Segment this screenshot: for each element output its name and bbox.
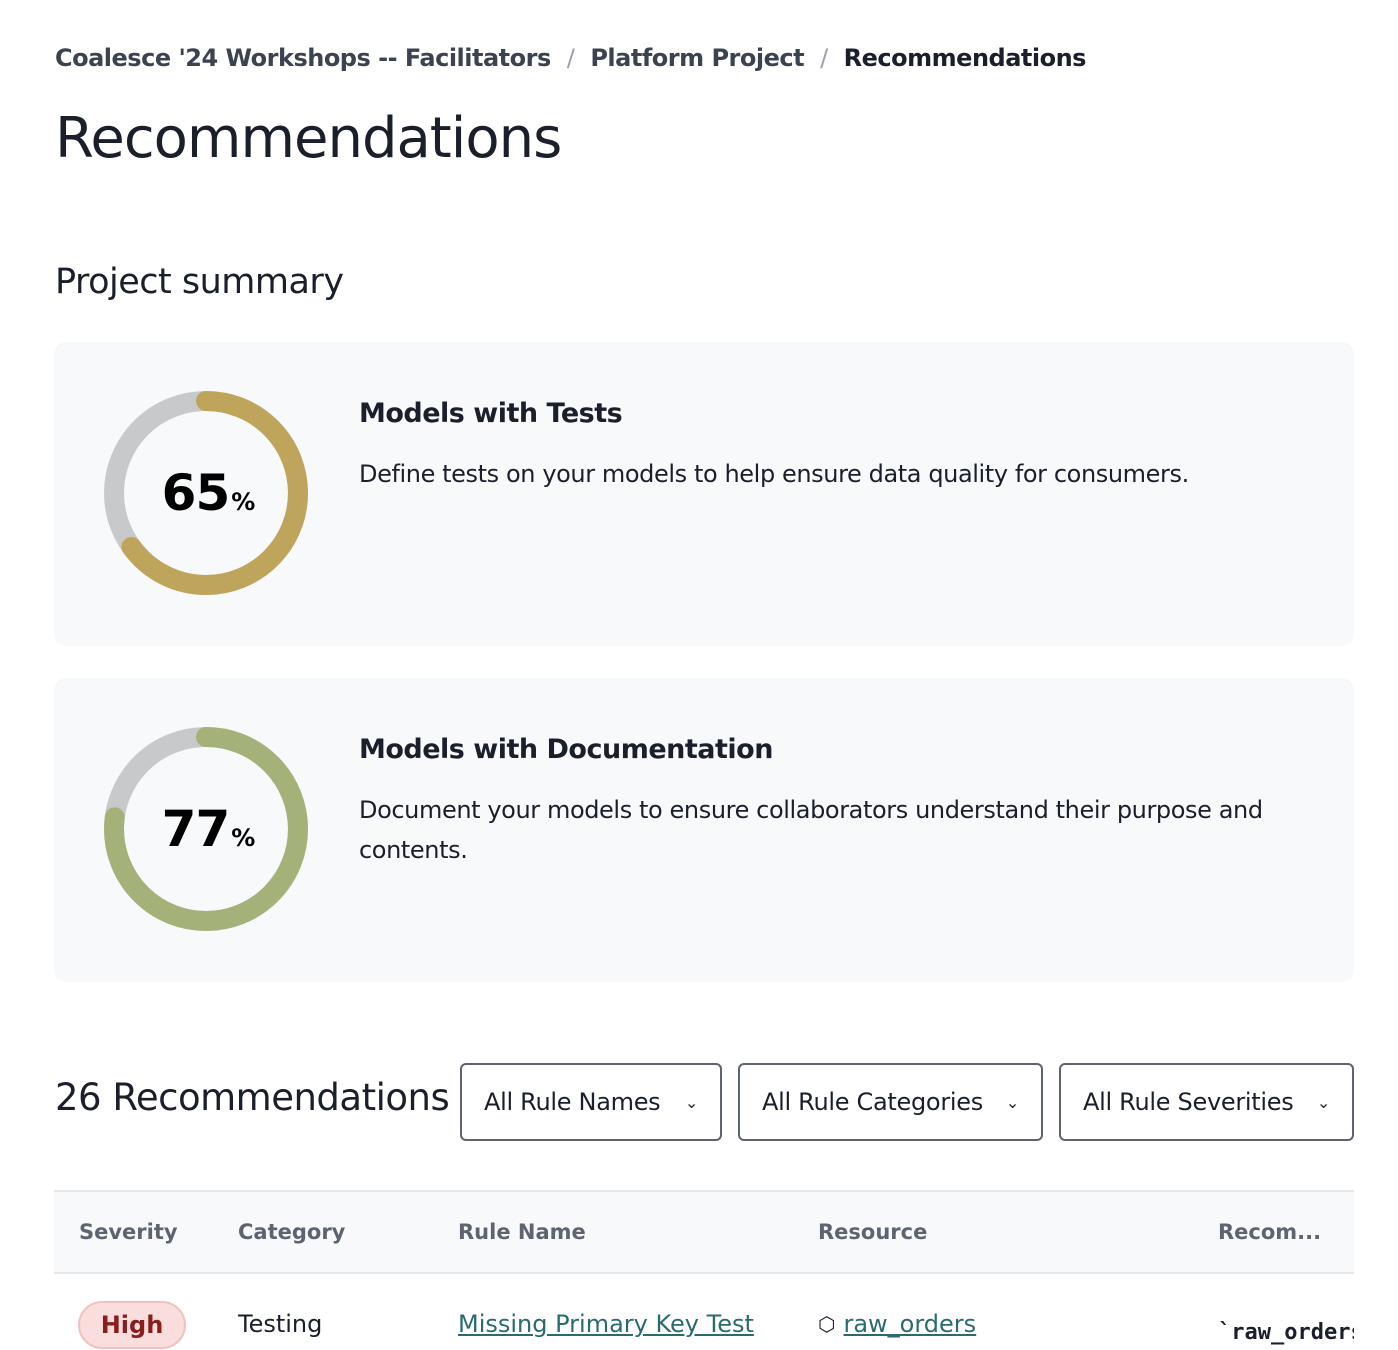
rule-severities-filter[interactable]: All Rule Severities ⌄ (1059, 1063, 1354, 1141)
breadcrumb-separator: / (566, 44, 575, 72)
ring-progress (104, 727, 308, 931)
card-title: Models with Tests (359, 398, 623, 429)
recommendations-count: 26 Recommendations (55, 1076, 450, 1119)
severity-badge: High (78, 1301, 186, 1349)
progress-ring (104, 391, 308, 595)
column-severity[interactable]: Severity (79, 1220, 178, 1244)
resource-cell: ⬡ raw_orders (818, 1310, 976, 1338)
summary-card-tests: 65% Models with Tests Define tests on yo… (54, 342, 1354, 646)
page-title: Recommendations (55, 106, 562, 171)
ring-progress (104, 391, 308, 595)
column-resource[interactable]: Resource (818, 1220, 928, 1244)
chevron-down-icon: ⌄ (1005, 1092, 1019, 1112)
chevron-down-icon: ⌄ (1316, 1092, 1330, 1112)
card-description: Document your models to ensure collabora… (359, 796, 1263, 864)
progress-ring (104, 727, 308, 931)
column-recommendation[interactable]: Recom... (1218, 1220, 1322, 1244)
recommendation-cell: `raw_orders (1218, 1320, 1354, 1345)
table-header (54, 1190, 1354, 1274)
card-title: Models with Documentation (359, 734, 773, 765)
card-description: Define tests on your models to help ensu… (359, 460, 1189, 488)
rule-names-filter[interactable]: All Rule Names ⌄ (460, 1063, 722, 1141)
column-rule-name[interactable]: Rule Name (458, 1220, 586, 1244)
model-cube-icon: ⬡ (818, 1312, 836, 1336)
summary-title: Project summary (55, 262, 344, 302)
breadcrumb-org[interactable]: Coalesce '24 Workshops -- Facilitators (55, 44, 551, 72)
percent-value: 77% (161, 800, 256, 858)
breadcrumb-project[interactable]: Platform Project (590, 44, 805, 72)
rule-name-link[interactable]: Missing Primary Key Test (458, 1310, 754, 1338)
percent-value: 65% (161, 464, 256, 522)
breadcrumb-current: Recommendations (843, 44, 1087, 72)
column-category[interactable]: Category (238, 1220, 346, 1244)
resource-link[interactable]: raw_orders (843, 1310, 977, 1338)
breadcrumb-separator: / (820, 44, 828, 72)
category-cell: Testing (238, 1310, 323, 1338)
rule-categories-filter[interactable]: All Rule Categories ⌄ (738, 1063, 1043, 1141)
summary-card-documentation: 77% Models with Documentation Document y… (54, 678, 1354, 982)
chevron-down-icon: ⌄ (684, 1092, 698, 1112)
breadcrumb: Coalesce '24 Workshops -- Facilitators /… (55, 44, 1086, 72)
